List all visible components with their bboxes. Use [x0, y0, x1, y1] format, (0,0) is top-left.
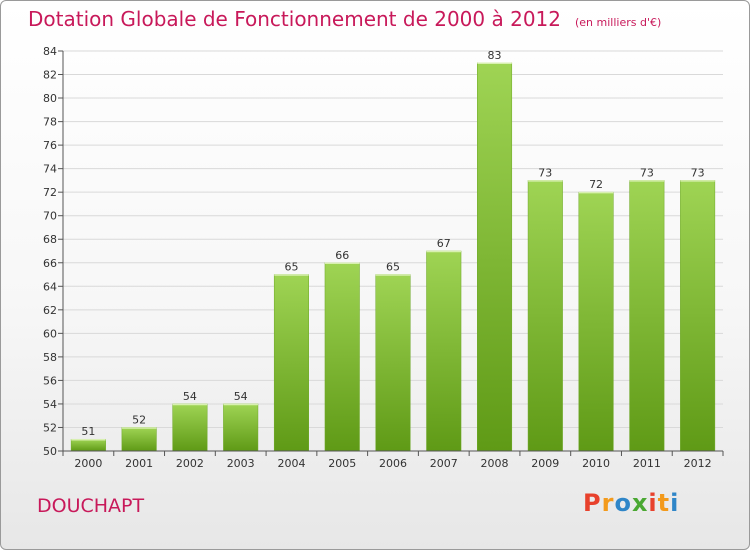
- commune-name: DOUCHAPT: [37, 495, 145, 517]
- bars: 51 52 54 54 65 66 65 67 83 73 72 73 73: [70, 49, 716, 452]
- x-tick-label-2011: 2011: [633, 457, 661, 470]
- x-tick-label-2012: 2012: [684, 457, 712, 470]
- x-tick-label-2000: 2000: [74, 457, 102, 470]
- bar-2006: [375, 274, 411, 452]
- bar-2009: [527, 180, 563, 452]
- y-tick-label: 60: [43, 327, 57, 340]
- y-tick-label: 50: [43, 445, 57, 458]
- x-tick-label-2007: 2007: [430, 457, 458, 470]
- data-label-2008: 83: [488, 49, 502, 62]
- y-tick-label: 54: [43, 398, 57, 411]
- y-tick-label: 70: [43, 210, 57, 223]
- logo-letter: i: [648, 489, 658, 517]
- y-tick-label: 58: [43, 351, 57, 364]
- data-label-2003: 54: [234, 390, 248, 403]
- data-label-2002: 54: [183, 390, 197, 403]
- y-tick-label: 80: [43, 92, 57, 105]
- logo-letter: P: [583, 489, 602, 517]
- y-tick-label: 84: [43, 45, 57, 58]
- data-label-2012: 73: [691, 166, 705, 179]
- bar-2005: [324, 262, 360, 452]
- logo-letter: i: [670, 489, 680, 517]
- y-tick-label: 56: [43, 374, 57, 387]
- x-tick-label-2005: 2005: [328, 457, 356, 470]
- x-tick-label-2004: 2004: [277, 457, 305, 470]
- y-tick-label: 72: [43, 186, 57, 199]
- bar-2001: [121, 427, 157, 452]
- x-tick-label-2006: 2006: [379, 457, 407, 470]
- y-axis: 50 52 54 56 58 60 62 64 66 68 70 72 74 76 78 80 82 84: [43, 45, 64, 458]
- bar-2002: [172, 403, 208, 452]
- data-label-2005: 66: [335, 249, 349, 262]
- chart-title: Dotation Globale de Fonctionnement de 20…: [28, 7, 661, 31]
- x-tick-label-2003: 2003: [227, 457, 255, 470]
- x-tick-label-2008: 2008: [481, 457, 509, 470]
- x-tick-label-2001: 2001: [125, 457, 153, 470]
- y-tick-label: 62: [43, 304, 57, 317]
- x-tick-label-2009: 2009: [531, 457, 559, 470]
- x-tick-label-2010: 2010: [582, 457, 610, 470]
- bar-2004: [273, 274, 309, 452]
- bar-2000: [70, 438, 106, 452]
- y-tick-label: 78: [43, 116, 57, 129]
- bar-2010: [578, 191, 614, 452]
- bar-2008: [477, 62, 513, 452]
- logo-letter: o: [614, 489, 632, 517]
- data-label-2010: 72: [589, 178, 603, 191]
- chart-title-text: Dotation Globale de Fonctionnement de 20…: [28, 7, 561, 31]
- y-tick-label: 68: [43, 233, 57, 246]
- data-label-2000: 51: [81, 425, 95, 438]
- x-axis: 2000 2001 2002 2003 2004 2005 2006 2007 2008 2009…: [62, 450, 724, 470]
- data-label-2007: 67: [437, 237, 451, 250]
- bar-2012: [680, 180, 716, 452]
- bar-2011: [629, 180, 665, 452]
- data-label-2009: 73: [538, 166, 552, 179]
- logo-letter: r: [601, 489, 615, 517]
- logo-letter: x: [631, 489, 649, 517]
- y-tick-label: 52: [43, 421, 57, 434]
- data-label-2006: 65: [386, 261, 400, 274]
- bar-2007: [426, 250, 462, 452]
- chart-unit-label: (en milliers d'€): [575, 16, 662, 29]
- y-tick-label: 76: [43, 139, 57, 152]
- data-label-2011: 73: [640, 166, 654, 179]
- y-tick-label: 82: [43, 69, 57, 82]
- x-tick-label-2002: 2002: [176, 457, 204, 470]
- y-tick-label: 66: [43, 257, 57, 270]
- logo-letter: t: [657, 489, 671, 517]
- y-tick-label: 74: [43, 163, 57, 176]
- data-label-2001: 52: [132, 413, 146, 426]
- y-tick-label: 64: [43, 280, 57, 293]
- proxiti-logo: Proxiti: [583, 489, 679, 517]
- bar-2003: [223, 403, 259, 452]
- data-label-2004: 65: [284, 261, 298, 274]
